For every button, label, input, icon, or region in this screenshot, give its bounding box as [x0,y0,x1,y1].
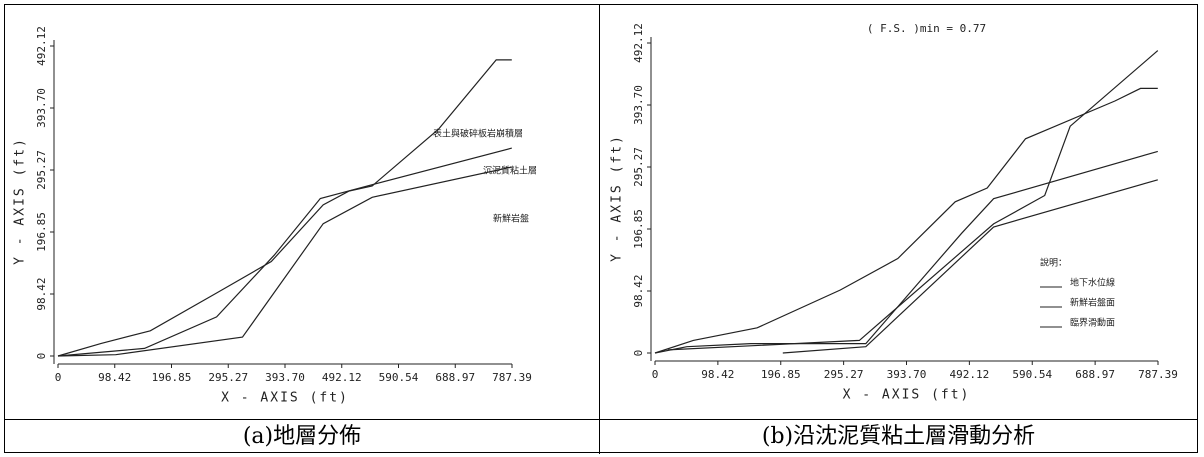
x-tick-label: 196.85 [761,368,801,381]
x-tick-label: 0 [55,371,62,384]
figure: 0 98.42 196.85 295.27 393.70 492.12 590.54 688.… [4,4,1198,453]
caption: (a)地層分佈 [5,419,600,454]
x-tick-label: 688.97 [1075,368,1115,381]
annotation: 沉泥質粘土層 [483,165,537,177]
chart-title: ( F.S. )min = 0.77 [867,22,986,35]
x-tick-label: 787.39 [492,371,532,384]
legend-title: 說明： [1040,257,1067,269]
annotation: 新鮮岩盤 [493,213,529,225]
annotation: 表土與破碎板岩崩積層 [433,128,523,140]
series-line [58,60,512,356]
x-tick-label: 295.27 [208,371,248,384]
x-tick-label: 98.42 [701,368,734,381]
x-tick-label: 295.27 [824,368,864,381]
series-line [58,148,512,356]
y-tick-label: 0 [632,350,645,357]
y-tick-label: 98.42 [632,274,645,307]
x-axis-label: X - AXIS (ft) [221,391,349,406]
x-tick-label: 98.42 [98,371,131,384]
legend-label: 地下水位線 [1070,277,1115,289]
x-tick-label: 393.70 [265,371,305,384]
y-tick-label: 196.85 [632,209,645,249]
y-tick-label: 492.12 [632,23,645,63]
x-tick-label: 196.85 [152,371,192,384]
y-tick-label: 295.27 [35,150,48,190]
y-tick-label: 393.70 [35,88,48,128]
y-axis-label: Y - AXIS (ft) [610,134,625,262]
caption: (b)沿沈泥質粘土層滑動分析 [600,419,1197,454]
y-tick-label: 492.12 [35,26,48,66]
panel-a: 0 98.42 196.85 295.27 393.70 492.12 590.54 688.… [5,5,600,419]
x-tick-label: 688.97 [435,371,475,384]
series-line [58,167,512,356]
y-axis-label: Y - AXIS (ft) [13,137,28,265]
x-tick-label: 590.54 [379,371,419,384]
x-tick-label: 492.12 [322,371,362,384]
y-tick-label: 98.42 [35,277,48,310]
y-tick-label: 0 [35,353,48,360]
x-axis-label: X - AXIS (ft) [843,388,971,403]
panel-b: 0 98.42 196.85 295.27 393.70 492.12 590.54 688.… [600,5,1199,419]
x-tick-label: 590.54 [1012,368,1052,381]
legend-label: 新鮮岩盤面 [1070,297,1115,309]
chart: 0 98.42 196.85 295.27 393.70 492.12 590.54 688.… [600,5,1197,418]
y-tick-label: 295.27 [632,147,645,187]
chart: 0 98.42 196.85 295.27 393.70 492.12 590.54 688.… [5,5,599,418]
x-tick-label: 0 [652,368,659,381]
series-line [655,88,1158,353]
y-tick-label: 196.85 [35,212,48,252]
x-tick-label: 492.12 [950,368,990,381]
x-tick-label: 393.70 [887,368,927,381]
legend-label: 臨界滑動面 [1070,317,1115,329]
y-tick-label: 393.70 [632,85,645,125]
page: {"chart_data":[ {"type":"line","xlim":[0… [0,0,1204,457]
x-tick-label: 787.39 [1138,368,1178,381]
